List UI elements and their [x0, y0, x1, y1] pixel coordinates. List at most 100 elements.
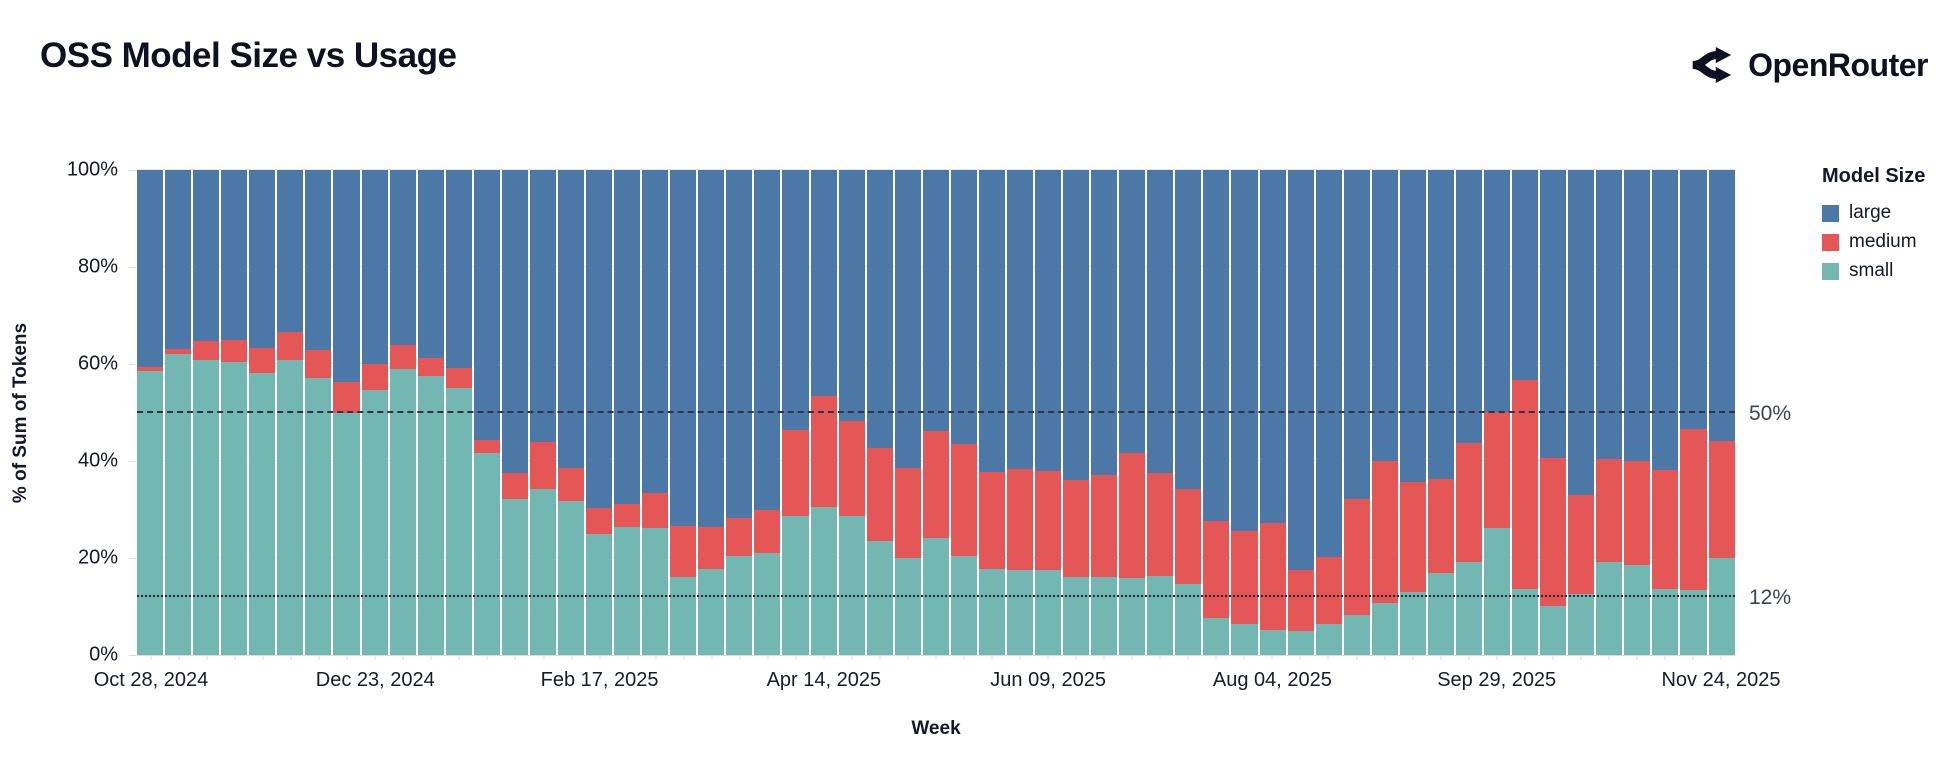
bar-segment-medium[interactable] — [473, 439, 500, 453]
bar-week[interactable] — [1231, 170, 1258, 655]
bar-segment-medium[interactable] — [1512, 380, 1539, 590]
bar-week[interactable] — [782, 170, 809, 655]
bar-segment-small[interactable] — [417, 376, 444, 655]
legend-item-large[interactable]: large — [1822, 202, 1925, 224]
bar-segment-small[interactable] — [1091, 577, 1118, 655]
bar-segment-medium[interactable] — [838, 420, 865, 517]
bar-segment-small[interactable] — [726, 555, 753, 655]
bar-segment-large[interactable] — [866, 170, 893, 449]
bar-segment-small[interactable] — [1371, 603, 1398, 655]
bar-week[interactable] — [445, 170, 472, 655]
bar-week[interactable] — [557, 170, 584, 655]
bar-segment-large[interactable] — [417, 170, 444, 358]
bar-week[interactable] — [529, 170, 556, 655]
bar-segment-small[interactable] — [1203, 618, 1230, 655]
bar-segment-small[interactable] — [1624, 565, 1651, 655]
bar-segment-small[interactable] — [1259, 630, 1286, 655]
bar-segment-medium[interactable] — [361, 364, 388, 391]
bar-week[interactable] — [137, 170, 164, 655]
bar-segment-large[interactable] — [249, 170, 276, 349]
bar-segment-small[interactable] — [1512, 589, 1539, 655]
bar-segment-medium[interactable] — [754, 509, 781, 553]
bar-segment-medium[interactable] — [1091, 475, 1118, 578]
bar-segment-large[interactable] — [1035, 170, 1062, 471]
bar-week[interactable] — [165, 170, 192, 655]
bar-segment-medium[interactable] — [1624, 461, 1651, 566]
bar-week[interactable] — [277, 170, 304, 655]
bar-segment-medium[interactable] — [670, 526, 697, 577]
bar-segment-medium[interactable] — [1427, 478, 1454, 574]
bar-segment-medium[interactable] — [726, 517, 753, 556]
bar-segment-small[interactable] — [389, 369, 416, 655]
bar-segment-medium[interactable] — [137, 366, 164, 371]
bar-segment-small[interactable] — [501, 499, 528, 655]
bar-segment-large[interactable] — [698, 170, 725, 527]
bar-segment-large[interactable] — [277, 170, 304, 332]
bar-segment-small[interactable] — [614, 526, 641, 655]
bar-segment-medium[interactable] — [529, 441, 556, 490]
bar-week[interactable] — [866, 170, 893, 655]
bar-segment-large[interactable] — [557, 170, 584, 468]
bar-segment-large[interactable] — [978, 170, 1005, 472]
bar-segment-large[interactable] — [137, 170, 164, 367]
bar-week[interactable] — [642, 170, 669, 655]
bar-segment-medium[interactable] — [782, 429, 809, 516]
bar-week[interactable] — [389, 170, 416, 655]
bar-week[interactable] — [1203, 170, 1230, 655]
bar-week[interactable] — [333, 170, 360, 655]
bar-segment-medium[interactable] — [1568, 494, 1595, 594]
bar-segment-large[interactable] — [810, 170, 837, 396]
bar-week[interactable] — [1035, 170, 1062, 655]
bar-segment-large[interactable] — [670, 170, 697, 527]
bar-segment-small[interactable] — [866, 541, 893, 655]
bar-week[interactable] — [1119, 170, 1146, 655]
bar-segment-large[interactable] — [1652, 170, 1679, 470]
bar-segment-small[interactable] — [361, 390, 388, 655]
bar-segment-medium[interactable] — [221, 339, 248, 363]
bar-week[interactable] — [838, 170, 865, 655]
bar-segment-small[interactable] — [1708, 557, 1735, 655]
bar-segment-large[interactable] — [1708, 170, 1735, 441]
bar-week[interactable] — [754, 170, 781, 655]
bar-segment-large[interactable] — [1624, 170, 1651, 461]
bar-week[interactable] — [1371, 170, 1398, 655]
bar-segment-large[interactable] — [1568, 170, 1595, 495]
bar-segment-small[interactable] — [473, 452, 500, 655]
bar-segment-small[interactable] — [838, 516, 865, 655]
bar-week[interactable] — [473, 170, 500, 655]
bar-week[interactable] — [193, 170, 220, 655]
bar-segment-medium[interactable] — [810, 396, 837, 507]
bar-segment-large[interactable] — [754, 170, 781, 510]
bar-segment-small[interactable] — [754, 552, 781, 655]
bar-segment-medium[interactable] — [1680, 428, 1707, 591]
bar-week[interactable] — [1175, 170, 1202, 655]
bar-segment-medium[interactable] — [978, 471, 1005, 570]
bar-segment-medium[interactable] — [586, 507, 613, 535]
bar-segment-medium[interactable] — [950, 444, 977, 556]
bar-week[interactable] — [249, 170, 276, 655]
bar-segment-large[interactable] — [193, 170, 220, 342]
bar-segment-medium[interactable] — [1147, 472, 1174, 576]
bar-segment-small[interactable] — [305, 378, 332, 655]
bar-segment-small[interactable] — [557, 500, 584, 655]
bar-segment-small[interactable] — [1147, 575, 1174, 655]
bar-segment-medium[interactable] — [1119, 452, 1146, 579]
bar-segment-medium[interactable] — [894, 468, 921, 558]
bar-week[interactable] — [1596, 170, 1623, 655]
bar-segment-large[interactable] — [1455, 170, 1482, 443]
bar-week[interactable] — [1147, 170, 1174, 655]
bar-segment-large[interactable] — [1203, 170, 1230, 521]
bar-week[interactable] — [1512, 170, 1539, 655]
bar-week[interactable] — [726, 170, 753, 655]
bar-week[interactable] — [1427, 170, 1454, 655]
bar-segment-medium[interactable] — [866, 448, 893, 542]
bar-week[interactable] — [922, 170, 949, 655]
bar-segment-small[interactable] — [165, 354, 192, 655]
bar-segment-medium[interactable] — [1371, 461, 1398, 604]
bar-week[interactable] — [361, 170, 388, 655]
bar-week[interactable] — [1680, 170, 1707, 655]
bar-segment-small[interactable] — [1652, 589, 1679, 655]
bar-segment-medium[interactable] — [1596, 459, 1623, 562]
bar-segment-medium[interactable] — [277, 331, 304, 361]
bar-segment-large[interactable] — [389, 170, 416, 346]
